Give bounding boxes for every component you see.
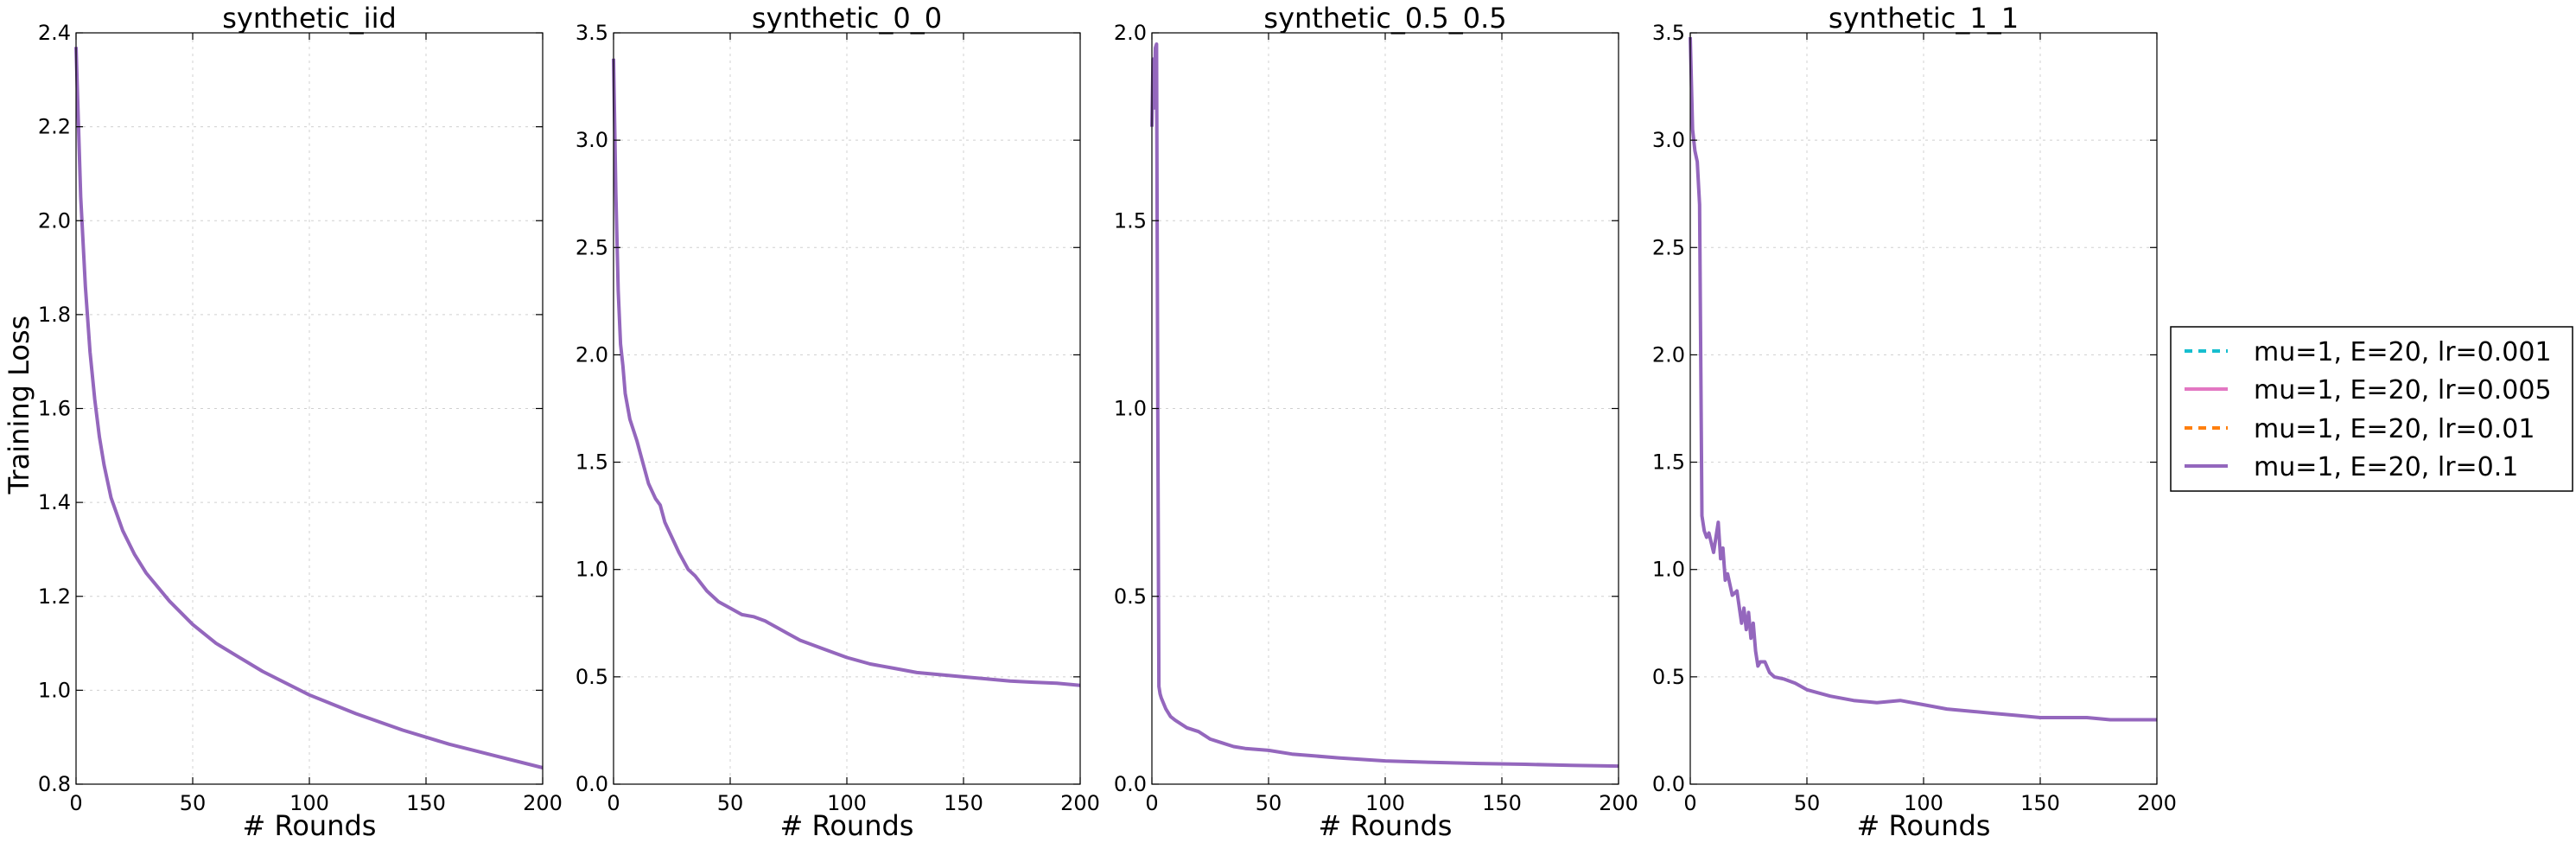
y-tick-label: 1.5	[1114, 208, 1147, 233]
y-tick-label: 1.0	[1114, 397, 1147, 421]
y-tick-label: 2.0	[1114, 21, 1147, 45]
y-tick-label: 0.5	[1652, 665, 1685, 689]
x-tick-label: 150	[944, 791, 983, 815]
y-tick-label: 1.0	[38, 678, 71, 702]
x-tick-label: 150	[406, 791, 446, 815]
x-axis-label: # Rounds	[780, 809, 914, 842]
x-axis-label: # Rounds	[1319, 809, 1453, 842]
y-tick-label: 2.2	[38, 115, 71, 139]
legend: mu=1, E=20, lr=0.001 mu=1, E=20, lr=0.00…	[2170, 326, 2573, 492]
y-tick-label: 2.4	[38, 21, 71, 45]
y-tick-label: 2.0	[38, 208, 71, 233]
x-axis-label: # Rounds	[243, 809, 377, 842]
series-line-lr-0-1	[74, 47, 544, 769]
y-tick-label: 3.5	[576, 21, 608, 45]
x-axis-label: # Rounds	[1857, 809, 1991, 842]
y-tick-label: 3.5	[1652, 21, 1685, 45]
x-tick-label: 150	[2020, 791, 2060, 815]
x-tick-label: 100	[1904, 791, 1943, 815]
x-tick-label: 50	[1794, 791, 1821, 815]
y-tick-label: 1.8	[38, 303, 71, 327]
y-tick-label: 1.5	[576, 450, 608, 475]
y-axis-label: Training Loss	[3, 316, 35, 495]
series-line-lr-0-1	[1689, 36, 2157, 722]
y-tick-label: 0.8	[38, 772, 71, 796]
y-tick-label: 0.0	[576, 772, 608, 796]
x-tick-label: 50	[180, 791, 207, 815]
x-tick-label: 50	[1256, 791, 1282, 815]
panel-title: synthetic_0_0	[752, 2, 942, 35]
x-tick-label: 200	[2137, 791, 2177, 815]
y-tick-label: 3.0	[576, 128, 608, 152]
panel-title: synthetic_0.5_0.5	[1263, 2, 1506, 35]
y-tick-label: 2.5	[576, 235, 608, 259]
legend-entry-3: mu=1, E=20, lr=0.01	[2185, 414, 2535, 444]
y-tick-label: 1.5	[1652, 450, 1685, 475]
y-tick-label: 2.5	[1652, 235, 1685, 259]
y-tick-label: 1.0	[576, 558, 608, 582]
y-tick-label: 1.0	[1652, 558, 1685, 582]
legend-entry-1: mu=1, E=20, lr=0.001	[2185, 337, 2552, 367]
panel-title: synthetic_iid	[222, 2, 397, 35]
legend-frame	[2170, 326, 2573, 492]
y-tick-label: 0.0	[1652, 772, 1685, 796]
x-tick-label: 0	[69, 791, 82, 815]
x-tick-label: 0	[607, 791, 620, 815]
x-tick-label: 200	[523, 791, 563, 815]
y-tick-label: 0.0	[1114, 772, 1147, 796]
x-tick-label: 0	[1145, 791, 1158, 815]
y-tick-label: 2.0	[576, 342, 608, 367]
panel-1: 0 50 100 150 200 0.8 1.0 1.2 1.4 1.6 1.8 2.0 2.2 2.4 s…	[38, 2, 563, 842]
series-line-lr-0-1	[612, 58, 1081, 687]
legend-label-3: mu=1, E=20, lr=0.01	[2254, 414, 2535, 444]
y-tick-label: 0.5	[1114, 584, 1147, 609]
x-tick-label: 200	[1599, 791, 1638, 815]
legend-entry-4: mu=1, E=20, lr=0.1	[2185, 452, 2518, 482]
panel-2: 0 50 100 150 200 0.0 0.5 1.0 1.5 2.0 2.5 3.0 3.5 synt…	[576, 2, 1100, 842]
x-tick-label: 200	[1060, 791, 1100, 815]
y-tick-label: 1.4	[38, 490, 71, 514]
legend-label-4: mu=1, E=20, lr=0.1	[2254, 452, 2518, 482]
panel-title: synthetic_1_1	[1829, 2, 2019, 35]
legend-label-2: mu=1, E=20, lr=0.005	[2254, 375, 2552, 405]
y-tick-label: 2.0	[1652, 342, 1685, 367]
legend-entry-2: mu=1, E=20, lr=0.005	[2185, 375, 2552, 405]
y-tick-label: 0.5	[576, 665, 608, 689]
y-tick-label: 1.2	[38, 584, 71, 609]
x-tick-label: 100	[827, 791, 867, 815]
y-tick-label: 1.6	[38, 397, 71, 421]
x-tick-label: 50	[717, 791, 744, 815]
x-tick-label: 150	[1482, 791, 1522, 815]
legend-label-1: mu=1, E=20, lr=0.001	[2254, 337, 2552, 367]
panel-3: 0 50 100 150 200 0.0 0.5 1.0 1.5 2.0 synthetic_0.5…	[1114, 2, 1638, 842]
panels: 0 50 100 150 200 0.8 1.0 1.2 1.4 1.6 1.8 2.0 2.2 2.4 s…	[38, 2, 2177, 842]
series-line-lr-0-1	[1150, 42, 1619, 769]
x-tick-label: 100	[1365, 791, 1405, 815]
panel-4: 0 50 100 150 200 0.0 0.5 1.0 1.5 2.0 2.5 3.0 3.5 synt…	[1652, 2, 2177, 842]
y-tick-label: 3.0	[1652, 128, 1685, 152]
x-tick-label: 0	[1683, 791, 1696, 815]
x-tick-label: 100	[289, 791, 329, 815]
